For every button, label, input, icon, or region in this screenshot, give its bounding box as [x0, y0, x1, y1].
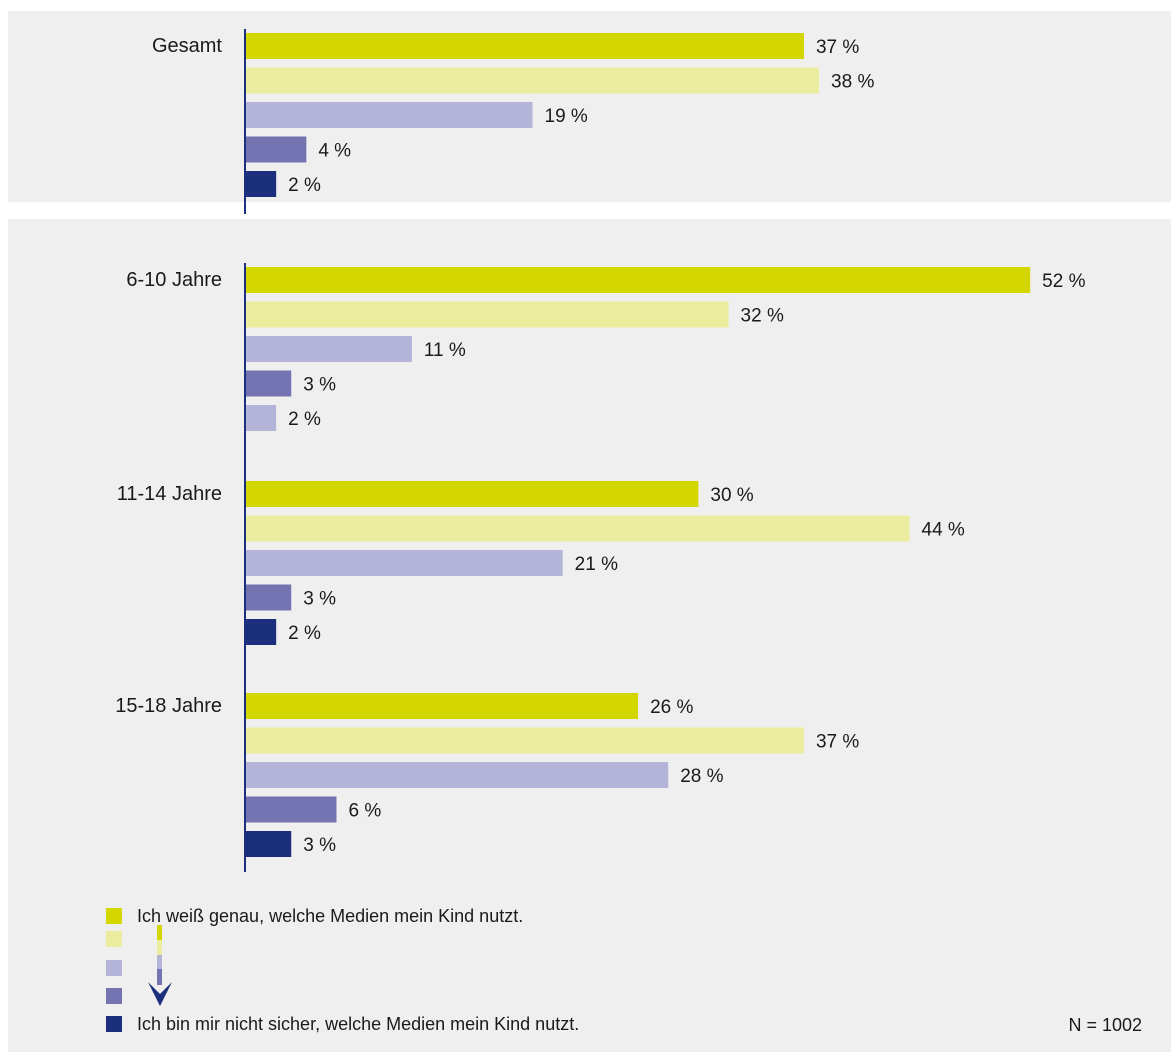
bar-value-label: 11 %: [424, 340, 466, 361]
bar-value-label: 30 %: [710, 485, 753, 506]
bar-value-label: 2 %: [288, 175, 321, 196]
group-label: Gesamt: [152, 35, 222, 57]
bar: [246, 831, 292, 857]
bar-value-label: 37 %: [816, 732, 859, 753]
panel-age-groups: [8, 219, 1171, 1052]
bar: [246, 550, 563, 576]
bar-value-label: 3 %: [303, 835, 336, 856]
bar-value-label: 3 %: [303, 589, 336, 610]
bar: [246, 336, 412, 362]
group-label: 6-10 Jahre: [126, 269, 222, 291]
bar: [246, 136, 307, 163]
bar-value-label: 21 %: [575, 554, 618, 575]
bar: [246, 584, 292, 611]
bar-value-label: 19 %: [545, 106, 588, 127]
bar-value-label: 37 %: [816, 37, 859, 58]
bar-value-label: 38 %: [831, 72, 874, 93]
bar: [246, 102, 533, 128]
bar-value-label: 32 %: [741, 306, 784, 327]
legend-swatch: [106, 931, 122, 947]
bar: [246, 481, 699, 507]
bar-value-label: 2 %: [288, 623, 321, 644]
bar: [246, 405, 277, 431]
bar-value-label: 6 %: [348, 801, 381, 822]
bar-value-label: 52 %: [1042, 271, 1085, 292]
bar: [246, 370, 292, 397]
bar: [246, 727, 804, 754]
bar: [246, 171, 277, 197]
bar-value-label: 26 %: [650, 697, 693, 718]
legend-swatch: [106, 1016, 122, 1032]
group-label: 11-14 Jahre: [117, 483, 222, 505]
bar-value-label: 4 %: [318, 141, 351, 162]
bar: [246, 796, 337, 823]
legend-swatch: [106, 960, 122, 976]
bar: [246, 301, 729, 328]
legend-swatch: [106, 908, 122, 924]
sample-size-note: N = 1002: [1068, 1015, 1142, 1035]
bar: [246, 267, 1031, 293]
group-label: 15-18 Jahre: [115, 695, 222, 717]
bar-value-label: 44 %: [922, 520, 965, 541]
legend-label: Ich weiß genau, welche Medien mein Kind …: [137, 906, 523, 926]
legend-label: Ich bin mir nicht sicher, welche Medien …: [137, 1014, 579, 1034]
legend-swatch: [106, 988, 122, 1004]
bar-value-label: 3 %: [303, 375, 336, 396]
bar: [246, 619, 277, 645]
bar-value-label: 28 %: [680, 766, 723, 787]
arrow-down-icon: [148, 925, 172, 1006]
bar: [246, 67, 820, 94]
bar: [246, 515, 910, 542]
bar: [246, 33, 804, 59]
bar-value-label: 2 %: [288, 409, 321, 430]
bar: [246, 693, 639, 719]
bar: [246, 762, 669, 788]
